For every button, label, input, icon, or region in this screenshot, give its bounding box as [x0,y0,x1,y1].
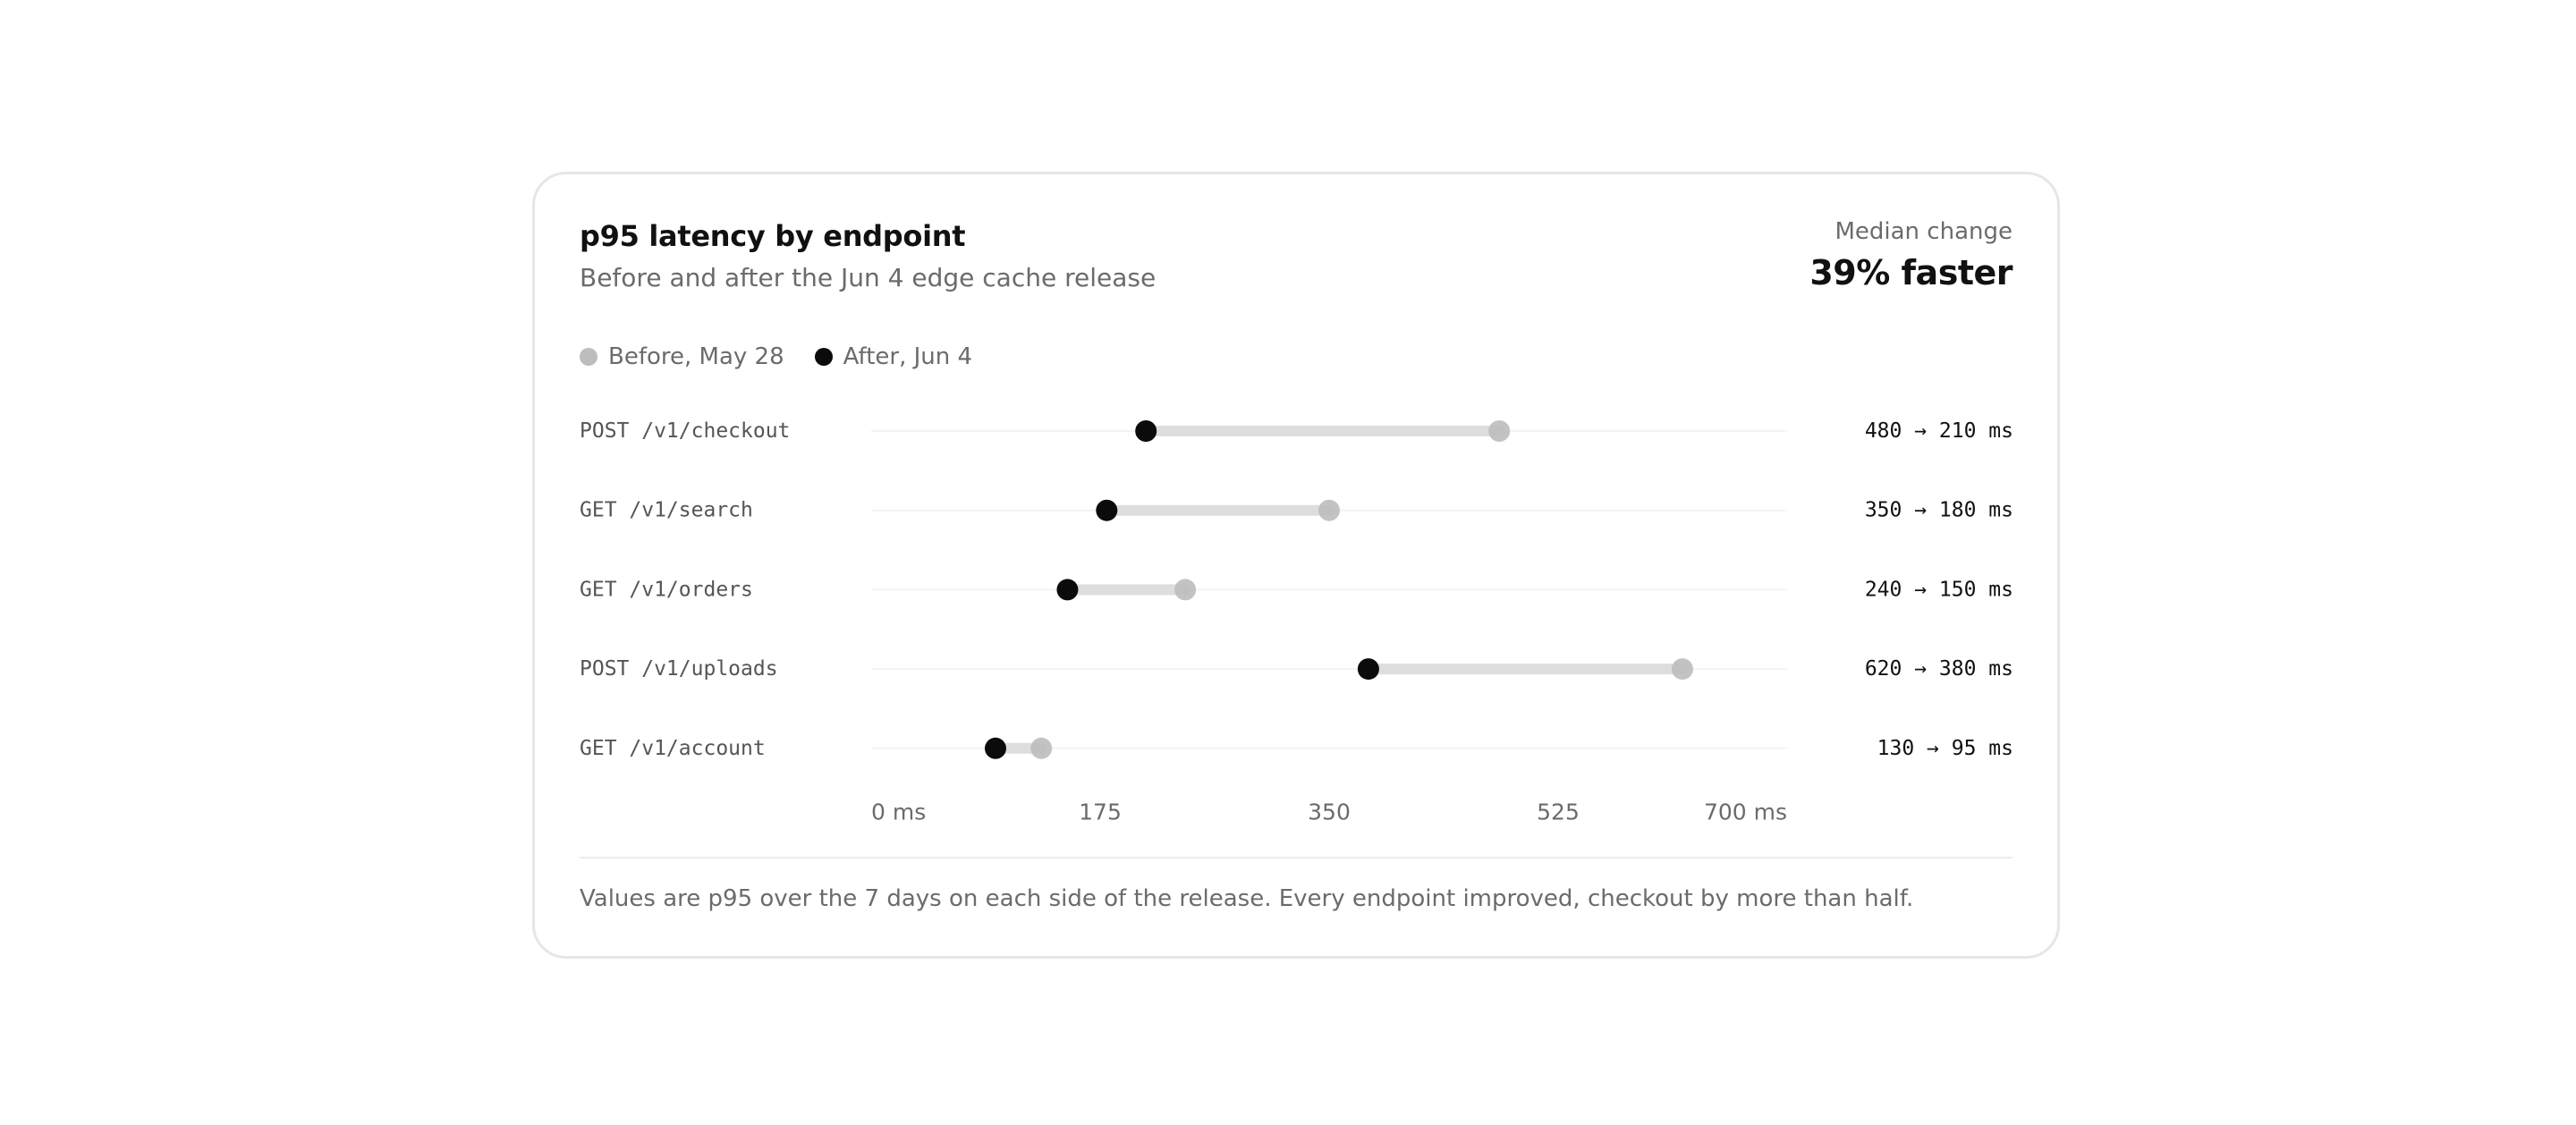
after-point [1135,420,1157,442]
x-tick-label: 700 ms [1704,799,1787,825]
endpoint-label: GET /v1/search [580,499,753,522]
endpoint-label: POST /v1/checkout [580,419,790,443]
after-point [1357,658,1379,681]
value-label: 350 → 180 ms [1865,499,2013,522]
summary-label: Median change [1835,218,2012,245]
legend-label-before: Before, May 28 [608,343,784,370]
value-label: 480 → 210 ms [1865,419,2013,443]
footnote: Values are p95 over the 7 days on each s… [580,885,1914,912]
dumbbell-chart: POST /v1/checkout 480 → 210 ms GET /v1/sea… [580,419,2013,825]
before-point [1488,420,1511,442]
value-label: 130 → 95 ms [1877,737,2013,760]
chart-subtitle: Before and after the Jun 4 edge cache re… [580,263,1157,292]
x-tick-label: 175 [1079,799,1122,825]
before-point [1030,737,1053,759]
legend-item-after: After, Jun 4 [814,343,973,370]
value-label: 620 → 380 ms [1865,657,2013,681]
endpoint-label: POST /v1/uploads [580,657,778,681]
summary-value: 39% faster [1809,253,2012,292]
legend-swatch-after [814,348,833,366]
legend-item-before: Before, May 28 [580,343,784,370]
before-point [1174,579,1197,601]
endpoint-label: GET /v1/account [580,737,766,760]
after-point [984,737,1006,759]
after-point [1056,579,1079,601]
value-label: 240 → 150 ms [1865,578,2013,601]
footer-divider [580,857,2012,859]
before-point [1671,658,1693,681]
x-tick-label: 350 [1308,799,1351,825]
legend: Before, May 28 After, Jun 4 [580,343,972,370]
chart-title: p95 latency by endpoint [580,219,966,253]
x-tick-label: 525 [1537,799,1580,825]
before-point [1318,499,1340,521]
after-point [1096,499,1118,521]
chart-card: p95 latency by endpoint Before and after… [532,172,2060,959]
legend-label-after: After, Jun 4 [843,343,973,370]
legend-swatch-before [580,348,597,366]
endpoint-label: GET /v1/orders [580,578,753,601]
x-tick-label: 0 ms [871,799,926,825]
